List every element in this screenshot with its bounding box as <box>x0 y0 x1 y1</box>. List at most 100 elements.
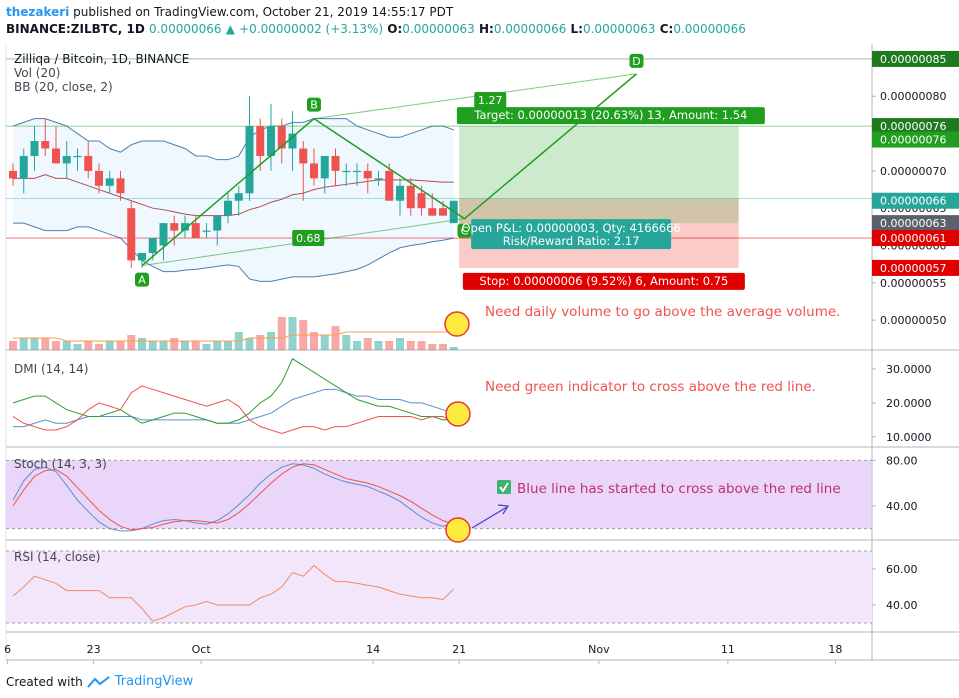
candle <box>342 163 351 186</box>
ratio-label-box <box>474 91 507 108</box>
symbol-name: BINANCE:ZILBTC, 1D <box>6 22 145 36</box>
candle-body <box>406 185 415 209</box>
volume-bar <box>19 338 28 350</box>
chart-title: Zilliqa / Bitcoin, 1D, BINANCE <box>14 52 190 66</box>
candle <box>170 215 179 246</box>
candle <box>234 185 243 216</box>
price-tag-box <box>872 131 959 148</box>
candle <box>320 155 329 194</box>
price-tick-label: 0.00000050 <box>880 314 946 327</box>
volume-bar <box>396 338 404 350</box>
abcd-pattern-line <box>141 73 637 267</box>
candle <box>288 111 297 171</box>
stoch-series-line <box>12 463 454 531</box>
volume-bar <box>84 341 93 350</box>
candle <box>353 163 361 186</box>
candle-body <box>439 208 447 216</box>
dmi-legend[interactable]: DMI (14, 14) <box>14 362 89 376</box>
candle-body <box>299 148 308 164</box>
volume-bar <box>9 341 17 350</box>
stoch-arrow-line <box>471 506 508 529</box>
candle <box>256 118 265 171</box>
volume-bar <box>62 341 71 350</box>
brand-link[interactable]: TradingView <box>114 674 194 689</box>
price-tick-label: 0.00000070 <box>880 165 946 178</box>
volume-bar <box>181 341 189 350</box>
candle <box>73 148 82 171</box>
candle <box>374 170 383 186</box>
created-with-label: Created with <box>6 674 83 689</box>
volume-bar <box>245 338 254 350</box>
candle-body <box>202 230 211 232</box>
candle <box>52 126 60 164</box>
bb-legend[interactable]: BB (20, close, 2) <box>14 80 113 94</box>
candle <box>310 148 318 186</box>
candle-body <box>267 126 275 156</box>
candle <box>396 178 404 216</box>
target-label: Target: 0.00000013 (20.63%) 13, Amount: … <box>473 108 747 122</box>
price-tag-label: 0.00000076 <box>880 134 946 147</box>
candle <box>277 118 286 164</box>
stoch-band <box>6 460 872 529</box>
high-value: 0.00000066 <box>493 22 567 36</box>
volume-bar <box>385 341 394 350</box>
candle-body <box>73 155 82 158</box>
price-tag-label: 0.00000063 <box>880 217 946 230</box>
volume-bar <box>267 332 275 350</box>
candle <box>105 170 114 194</box>
volume-bar <box>428 344 437 350</box>
pattern-point-label: C <box>461 225 469 238</box>
price-tag-box <box>872 259 959 276</box>
bb-upper-line <box>12 118 454 161</box>
candle <box>181 215 189 239</box>
stoch-legend[interactable]: Stoch (14, 3, 3) <box>14 457 107 471</box>
stoch-highlight-circle <box>445 517 471 543</box>
rsi-legend[interactable]: RSI (14, close) <box>14 550 101 564</box>
candle-body <box>256 126 265 156</box>
volume-annotation: Need daily volume to go above the averag… <box>485 304 840 320</box>
price-tag-box <box>872 118 959 135</box>
price-tag-box <box>872 50 959 67</box>
time-tick-label: 11 <box>721 643 735 656</box>
candle-body <box>105 178 114 186</box>
up-triangle-icon: ▲ <box>225 22 235 36</box>
stop-label: Stop: 0.00000006 (9.52%) 6, Amount: 0.75 <box>479 274 728 288</box>
candle <box>62 141 71 179</box>
volume-bar <box>148 341 157 350</box>
volume-bar <box>159 341 168 350</box>
last-price: 0.00000066 <box>148 22 222 36</box>
candle-body <box>320 155 329 179</box>
volume-bar <box>256 335 265 350</box>
volume-legend[interactable]: Vol (20) <box>14 66 61 80</box>
arrow-head-icon <box>497 504 510 515</box>
ratio-label: 1.27 <box>478 94 503 107</box>
candle-body <box>148 238 157 253</box>
volume-bar <box>30 338 39 350</box>
volume-bar <box>191 341 200 350</box>
main-legend: Zilliqa / Bitcoin, 1D, BINANCE Vol (20) … <box>14 52 189 94</box>
pattern-point-label: D <box>632 55 640 68</box>
author-link[interactable]: thezakeri <box>6 5 70 19</box>
low-value: 0.00000063 <box>582 22 656 36</box>
candle <box>267 103 275 171</box>
candle <box>84 141 93 179</box>
volume-bar <box>374 341 383 350</box>
price-tag-label: 0.00000085 <box>880 53 946 66</box>
time-tick-label: 14 <box>366 643 380 656</box>
candle <box>245 96 254 201</box>
pattern-point-marker <box>135 272 149 287</box>
candle-body <box>95 170 103 186</box>
price-tag-label: 0.00000066 <box>880 195 946 208</box>
price-tag-box <box>872 192 959 209</box>
candle-body <box>30 141 39 156</box>
candle <box>19 148 28 194</box>
price-tag-label: 0.00000057 <box>880 262 946 275</box>
open-pl-label: Open P&L: 0.00000003, Qty: 4166666 <box>461 221 680 235</box>
ratio-label-box <box>292 230 325 247</box>
dmi-tick-label: 20.0000 <box>886 397 932 410</box>
dmi-highlight-circle <box>445 401 471 427</box>
candle-body <box>159 223 168 246</box>
time-tick-label: 18 <box>828 643 842 656</box>
candle-body <box>84 155 93 171</box>
